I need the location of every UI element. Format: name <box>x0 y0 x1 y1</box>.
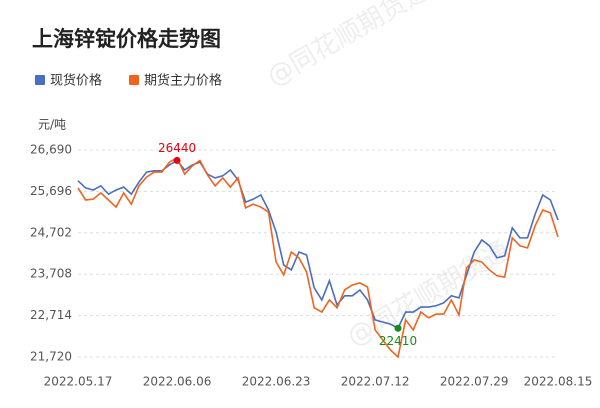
x-tick-label: 2022.08.15 <box>524 375 593 389</box>
y-tick-label: 24,702 <box>30 225 72 239</box>
legend-label: 期货主力价格 <box>144 73 222 89</box>
y-tick-label: 25,696 <box>30 184 72 198</box>
chart-title: 上海锌锭价格走势图 <box>32 27 221 51</box>
x-tick-label: 2022.07.12 <box>341 375 410 389</box>
y-tick-label: 22,714 <box>30 308 72 322</box>
legend-label: 现货价格 <box>50 73 102 89</box>
y-unit: 元/吨 <box>38 118 66 132</box>
y-tick-label: 26,690 <box>30 143 72 157</box>
legend-swatch <box>35 75 45 85</box>
x-tick-label: 2022.07.29 <box>440 375 509 389</box>
watermark: @同花顺期货通 <box>262 0 435 93</box>
series-line <box>77 159 559 330</box>
x-tick-label: 2022.06.23 <box>242 375 311 389</box>
x-tick-label: 2022.05.17 <box>44 375 113 389</box>
legend-swatch <box>129 75 140 85</box>
extreme-point <box>173 156 181 164</box>
data-label: 22410 <box>379 334 417 348</box>
data-label: 26440 <box>158 141 196 155</box>
y-tick-label: 23,708 <box>30 267 72 281</box>
series-line <box>77 156 559 359</box>
y-tick-label: 21,720 <box>30 350 72 364</box>
extreme-point <box>394 324 402 332</box>
x-tick-label: 2022.06.06 <box>143 375 212 389</box>
